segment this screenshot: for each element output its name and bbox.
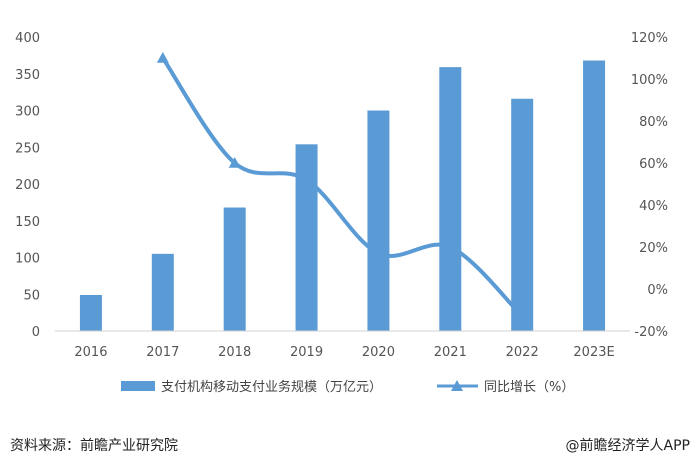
legend-line-label: 同比增长（%） [484,380,574,395]
bar [151,253,174,331]
y-left-tick-label: 100 [15,252,40,267]
y-right-tick-label: 60% [639,157,668,172]
y-left-tick-label: 150 [15,215,40,230]
y-left-tick-label: 400 [15,31,40,46]
bars-layer [79,60,606,332]
y-left-tick-label: 300 [15,105,40,120]
growth-point [300,173,313,185]
legend-bar-label: 支付机构移动支付业务规模（万亿元） [161,379,382,395]
y-left-tick-label: 50 [23,288,40,303]
y-left-tick-label: 350 [15,68,40,83]
growth-point [372,247,385,259]
axis-layer: 0 50 100 150 200 250 300 350 400 -20% 0% 20% 40% 60% 8… [15,31,668,360]
growth-point [444,241,457,252]
growth-point [516,310,529,322]
y-right-tick-label: 40% [639,199,668,214]
y-right-tick-label: 20% [639,241,668,256]
x-tick-label: 2016 [74,345,107,360]
combo-chart: 0 50 100 150 200 250 300 350 400 -20% 0% 20% 40% 60% 8… [15,31,668,395]
legend-line-marker [451,380,463,391]
x-tick-label: 2022 [506,345,539,360]
legend: 支付机构移动支付业务规模（万亿元） 同比增长（%） [121,379,574,395]
growth-line [160,56,525,319]
bar [79,294,102,331]
y-left-tick-label: 200 [15,178,40,193]
y-left-tick-label: 0 [32,325,40,340]
x-tick-label: 2021 [434,345,467,360]
bar [439,67,462,331]
y-right-tick-label: -20% [634,325,668,340]
legend-bar-swatch [121,381,155,391]
growth-line-layer [156,52,529,322]
x-tick-label: 2018 [218,345,251,360]
bar [223,207,246,331]
y-right-tick-label: 100% [631,73,668,88]
source-note: 资料来源：前瞻产业研究院 [10,438,178,454]
growth-point [228,157,241,168]
bar [583,60,606,332]
x-tick-label: 2020 [362,345,395,360]
y-right-tick-label: 120% [631,31,668,46]
credit-note: @前瞻经济学人APP [565,438,690,454]
bar [367,110,390,331]
bar [511,98,534,332]
growth-point [156,52,169,63]
y-left-tick-label: 250 [15,141,40,156]
y-right-tick-label: 0% [647,283,668,298]
bar [295,144,318,331]
x-tick-label: 2023E [573,345,614,360]
x-tick-label: 2017 [146,345,179,360]
y-right-tick-label: 80% [639,115,668,130]
x-tick-label: 2019 [290,345,323,360]
